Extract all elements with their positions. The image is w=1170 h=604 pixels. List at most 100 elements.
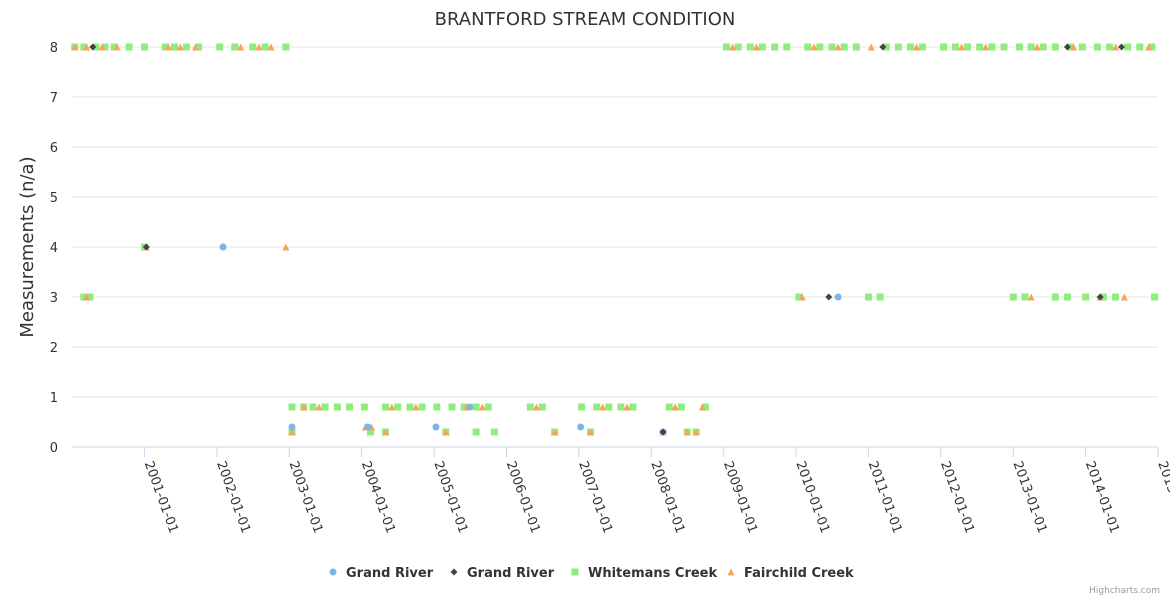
data-point	[1009, 293, 1017, 301]
y-tick-label: 2	[50, 341, 58, 356]
data-point	[1082, 293, 1090, 301]
legend-item[interactable]: Fairchild Creek	[727, 566, 855, 581]
x-tick-label: 2009-01-01	[720, 459, 760, 535]
data-point	[734, 43, 742, 51]
x-tick-label: 2007-01-01	[575, 459, 615, 535]
y-tick-label: 4	[50, 241, 58, 256]
x-tick-label: 2015-01-01	[1154, 459, 1170, 535]
data-point	[333, 403, 341, 411]
data-point	[71, 43, 79, 51]
data-point	[382, 428, 390, 436]
data-point	[282, 243, 290, 251]
data-point	[828, 43, 836, 51]
data-point	[958, 43, 966, 51]
data-point	[623, 403, 631, 411]
highcharts-credit[interactable]: Highcharts.com	[1089, 586, 1160, 596]
data-point	[195, 43, 203, 51]
data-point	[484, 403, 492, 411]
data-point	[834, 43, 842, 51]
x-tick-label: 2011-01-01	[865, 459, 905, 535]
data-point	[255, 43, 263, 51]
series-fairchild-creek-triangle	[71, 43, 1153, 436]
data-point	[1112, 43, 1120, 51]
data-point	[315, 403, 323, 411]
data-point	[101, 43, 109, 51]
data-point	[577, 423, 585, 431]
data-point	[288, 428, 296, 436]
data-point	[919, 43, 927, 51]
y-axis-label: Measurements (n/a)	[17, 156, 38, 337]
data-point	[605, 403, 613, 411]
data-point	[879, 43, 887, 51]
data-point	[466, 403, 474, 411]
data-point	[110, 43, 118, 51]
data-point	[345, 403, 353, 411]
data-point	[1148, 43, 1156, 51]
y-axis-ticks: 0 1 2 3 4 5 6 7 8	[50, 41, 58, 456]
data-point	[394, 403, 402, 411]
data-point	[671, 403, 679, 411]
data-point	[876, 293, 884, 301]
legend-item[interactable]: Grand River	[329, 566, 434, 581]
y-tick-label: 5	[50, 191, 58, 206]
data-point	[940, 43, 948, 51]
data-point	[783, 43, 791, 51]
data-point	[478, 403, 486, 411]
data-point	[1027, 43, 1035, 51]
data-point	[1051, 43, 1059, 51]
data-point	[746, 43, 754, 51]
data-point	[86, 293, 94, 301]
series-whitemans-creek-square	[71, 43, 1159, 436]
legend-item[interactable]: Grand River	[450, 566, 555, 581]
data-point	[729, 43, 737, 51]
data-point	[219, 243, 227, 251]
data-point	[176, 43, 184, 51]
data-point	[267, 43, 275, 51]
data-point	[1015, 43, 1023, 51]
data-point	[382, 403, 390, 411]
data-point	[825, 293, 833, 301]
data-point	[1000, 43, 1008, 51]
data-point	[864, 293, 872, 301]
data-point	[83, 293, 91, 301]
data-point	[1078, 43, 1086, 51]
data-point	[249, 43, 257, 51]
data-point	[951, 43, 959, 51]
data-point	[578, 403, 586, 411]
data-point	[1105, 43, 1113, 51]
data-point	[1039, 43, 1047, 51]
data-point	[321, 403, 329, 411]
data-point	[183, 43, 191, 51]
gridlines	[72, 46, 1158, 398]
data-point	[665, 403, 673, 411]
data-point	[834, 293, 842, 301]
data-point	[538, 403, 546, 411]
data-point	[1063, 293, 1071, 301]
legend-label: Fairchild Creek	[744, 566, 854, 581]
data-point	[288, 423, 296, 431]
data-point	[1136, 43, 1144, 51]
x-tick-label: 2008-01-01	[647, 459, 687, 535]
x-tick-label: 2013-01-01	[1010, 459, 1050, 535]
data-point	[1033, 43, 1041, 51]
legend-symbol	[727, 568, 735, 576]
data-point	[472, 428, 480, 436]
data-point	[142, 243, 150, 251]
data-point	[982, 43, 990, 51]
data-point	[113, 43, 121, 51]
legend-label: Grand River	[346, 566, 434, 581]
data-point	[1145, 43, 1153, 51]
chart-title: BRANTFORD STREAM CONDITION	[435, 9, 736, 30]
data-point	[282, 43, 290, 51]
x-tick-label: 2012-01-01	[937, 459, 977, 535]
data-point	[698, 403, 706, 411]
data-point	[89, 43, 97, 51]
data-point	[804, 43, 812, 51]
y-tick-label: 0	[50, 441, 58, 456]
data-point	[526, 403, 534, 411]
legend-item[interactable]: Whitemans Creek	[571, 566, 718, 581]
data-point	[816, 43, 824, 51]
data-point	[432, 423, 440, 431]
